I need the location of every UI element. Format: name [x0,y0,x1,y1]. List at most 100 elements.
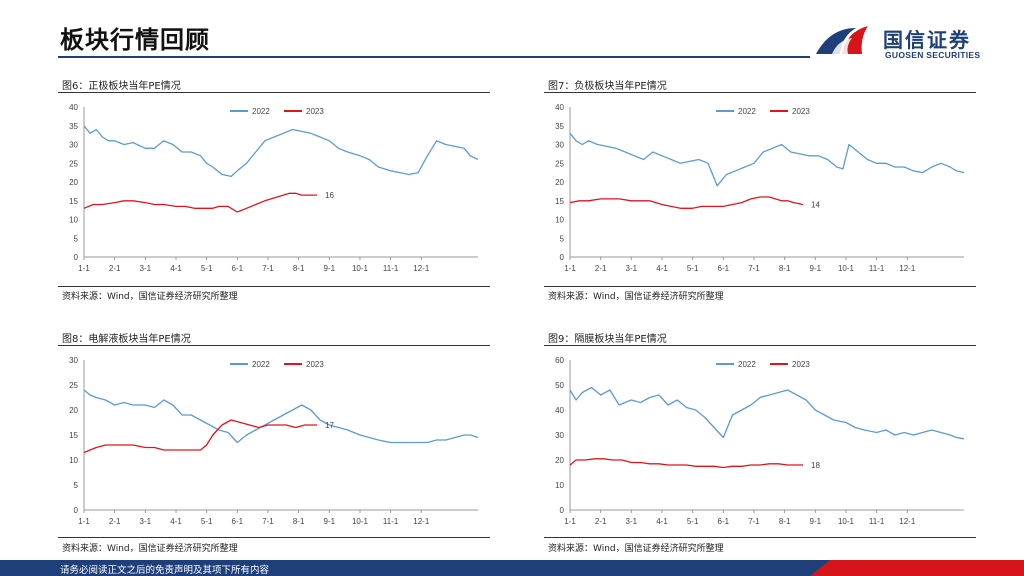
panel-4-bottom-rule [544,537,976,538]
x-tick-label: 6-1 [718,264,730,273]
footer-accent [770,560,1024,576]
x-tick-label: 9-1 [324,264,336,273]
panel-3-rule [58,345,490,346]
x-tick-label: 9-1 [324,517,336,526]
x-tick-label: 4-1 [170,517,182,526]
x-tick-label: 5-1 [687,264,699,273]
panel-4-rule [544,345,976,346]
series-line-2023 [83,419,317,454]
panel-3-source: 资料来源：Wind，国信证券经济研究所整理 [62,544,238,554]
title-divider [58,56,810,58]
y-tick-label: 40 [69,103,78,112]
panel-1-rule [58,92,490,93]
legend-label-2022: 2022 [252,360,270,369]
logo-text-cn: 国信证券 [883,28,971,52]
x-tick-label: 7-1 [748,517,760,526]
y-tick-label: 20 [69,406,78,415]
x-tick-label: 3-1 [626,517,638,526]
x-tick-label: 2-1 [109,517,121,526]
footer-disclaimer: 请务必阅读正文之后的免责声明及其项下所有内容 [60,565,270,576]
x-tick-label: 6-1 [232,264,244,273]
y-tick-label: 30 [555,431,564,440]
y-tick-label: 25 [69,159,78,168]
chart-separator-pe: 0 10 20 30 40 50 60 1-1 2-1 3-1 4-1 5-1 6-1 7-1 8-1 9-1… [555,356,965,526]
x-tick-label: 1-1 [78,264,90,273]
y-tick-label: 50 [555,381,564,390]
end-value-label: 17 [325,421,334,430]
panel-1-bottom-rule [58,286,490,287]
y-tick-label: 30 [69,141,78,150]
x-tick-label: 12-1 [413,517,430,526]
x-tick-label: 9-1 [810,517,822,526]
chart-anode-pe: 0 5 10 15 20 25 30 35 40 1-1 2-1 3-1 4-1 5-1 6-1 7-1 8-1… [555,103,965,273]
x-tick-label: 4-1 [656,264,668,273]
legend-label-2022: 2022 [738,107,756,116]
legend-label-2023: 2023 [306,360,324,369]
legend-label-2022: 2022 [738,360,756,369]
x-tick-label: 5-1 [687,517,699,526]
panel-2-title: 图7：负极板块当年PE情况 [548,81,667,92]
x-tick-label: 8-1 [779,517,791,526]
x-tick-label: 6-1 [232,517,244,526]
chart-cathode-pe: 0 5 10 15 20 25 30 35 40 1-1 2-1 3-1 4-1 5-1 6-1 7-1 8-1… [69,103,479,273]
y-tick-label: 10 [69,456,78,465]
x-tick-label: 8-1 [779,264,791,273]
x-tick-label: 10-1 [352,264,369,273]
panel-3-title: 图8：电解液板块当年PE情况 [62,334,191,345]
y-tick-label: 20 [555,178,564,187]
y-tick-label: 0 [74,506,79,515]
y-tick-label: 15 [69,197,78,206]
series-line-2023 [569,196,804,209]
x-tick-label: 3-1 [626,264,638,273]
y-tick-label: 10 [555,216,564,225]
x-tick-label: 8-1 [293,264,305,273]
x-tick-label: 2-1 [595,264,607,273]
x-tick-label: 5-1 [201,517,213,526]
logo-text-en: GUOSEN SECURITIES [885,50,981,60]
end-value-label: 16 [325,191,334,200]
y-tick-label: 20 [69,178,78,187]
footer-bar [0,560,1024,576]
x-tick-label: 7-1 [262,517,274,526]
x-tick-label: 12-1 [899,264,916,273]
y-tick-label: 40 [555,406,564,415]
y-tick-label: 5 [74,234,79,243]
x-tick-label: 8-1 [293,517,305,526]
panel-2-source: 资料来源：Wind，国信证券经济研究所整理 [548,292,724,302]
legend-label-2022: 2022 [252,107,270,116]
x-tick-label: 2-1 [595,517,607,526]
panel-4-title: 图9：隔膜板块当年PE情况 [548,334,667,345]
end-value-label: 18 [811,461,820,470]
x-tick-label: 12-1 [413,264,430,273]
panel-1-source: 资料来源：Wind，国信证券经济研究所整理 [62,292,238,302]
x-tick-label: 5-1 [201,264,213,273]
legend-label-2023: 2023 [792,107,810,116]
chart-electrolyte-pe: 0 5 10 15 20 25 30 1-1 2-1 3-1 4-1 5-1 6-1 7-1 8-1 9-1 1… [69,356,479,526]
series-line-2022 [83,125,479,178]
y-tick-label: 30 [555,141,564,150]
y-tick-label: 25 [69,381,78,390]
panel-3-bottom-rule [58,537,490,538]
y-tick-label: 30 [69,356,78,365]
x-tick-label: 4-1 [170,264,182,273]
y-tick-label: 5 [74,481,79,490]
series-line-2022 [569,132,965,187]
page-title: 板块行情回顾 [60,26,210,54]
y-tick-label: 0 [74,253,79,262]
y-tick-label: 35 [69,122,78,131]
y-tick-label: 15 [69,431,78,440]
y-tick-label: 0 [560,506,565,515]
x-tick-label: 10-1 [352,517,369,526]
x-tick-label: 12-1 [899,517,916,526]
x-tick-label: 3-1 [140,264,152,273]
x-tick-label: 11-1 [383,264,399,273]
y-tick-label: 15 [555,197,564,206]
series-line-2023 [83,192,317,213]
x-tick-label: 4-1 [656,517,668,526]
x-tick-label: 7-1 [262,264,274,273]
panel-2-rule [544,92,976,93]
x-tick-label: 10-1 [838,517,855,526]
panel-2-bottom-rule [544,286,976,287]
x-tick-label: 3-1 [140,517,152,526]
x-tick-label: 2-1 [109,264,121,273]
